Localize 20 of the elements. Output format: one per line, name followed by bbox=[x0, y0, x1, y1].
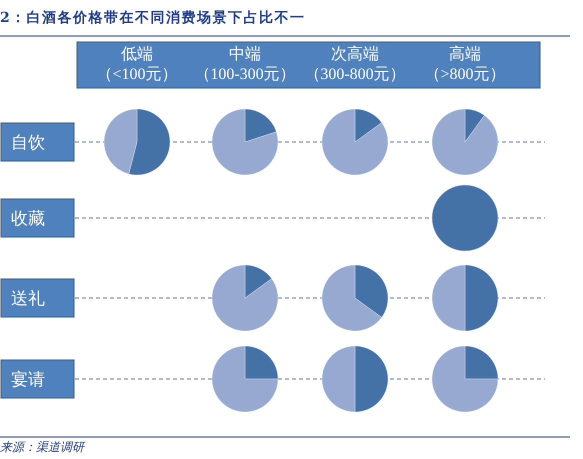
pie-slice bbox=[322, 108, 388, 176]
pie-slice bbox=[432, 108, 498, 176]
text: （<100元） bbox=[96, 66, 178, 83]
text: （100-300元） bbox=[194, 66, 296, 83]
pie-slice bbox=[432, 346, 498, 412]
category-label: 中端 bbox=[229, 45, 261, 63]
category-label: 高端 bbox=[449, 45, 481, 63]
text: （>800元） bbox=[424, 66, 506, 83]
category-label: 次高端 bbox=[331, 45, 379, 63]
pie-slice bbox=[212, 346, 278, 412]
category-label: 自饮 bbox=[11, 133, 45, 152]
pie-slice bbox=[212, 264, 278, 332]
pie-slice bbox=[212, 108, 278, 176]
category-label: 送礼 bbox=[11, 289, 45, 308]
category-label: 宴请 bbox=[11, 370, 45, 389]
text: 2：白酒各价格带在不同消费场景下占比不一 bbox=[0, 10, 306, 26]
category-label: 低端 bbox=[121, 45, 153, 63]
source-note: 来源：渠道调研 bbox=[0, 440, 86, 454]
category-label: 收藏 bbox=[11, 209, 45, 228]
text: （300-800元） bbox=[304, 66, 406, 83]
